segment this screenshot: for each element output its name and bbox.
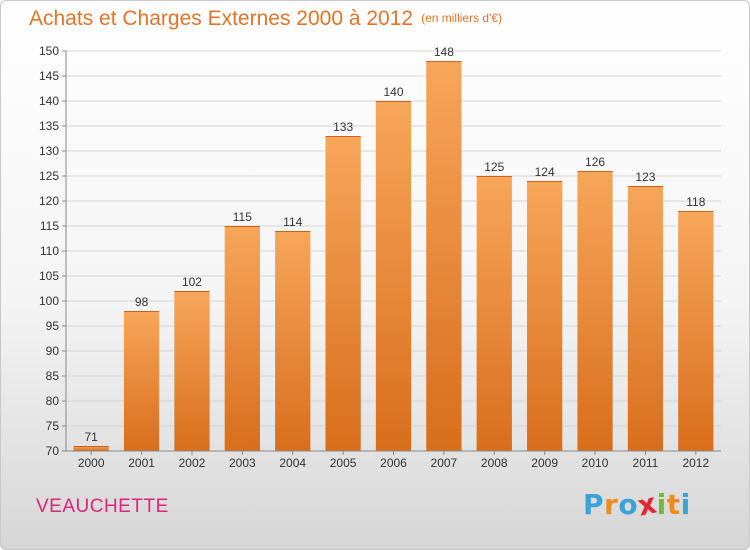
chart-title: Achats et Charges Externes 2000 à 2012 (e…	[29, 7, 502, 31]
bar-2000	[73, 446, 109, 451]
x-tick-label: 2010	[582, 456, 609, 470]
y-tick-label: 120	[39, 194, 59, 208]
x-tick-label: 2003	[229, 456, 256, 470]
data-label: 102	[182, 275, 202, 289]
axes: 70 75 80 85 90 95 100 105 110 115 120 125 130 135 140 1…	[39, 44, 721, 470]
bar-2010	[577, 171, 613, 451]
data-label: 124	[535, 165, 555, 179]
y-tick-label: 130	[39, 144, 59, 158]
bar-2007	[426, 61, 462, 451]
bar-2003	[224, 226, 260, 451]
y-tick-label: 125	[39, 169, 59, 183]
bar-2012	[678, 211, 714, 451]
logo-letter: i	[680, 488, 691, 521]
y-tick-label: 140	[39, 94, 59, 108]
bars: 71 98 102 115 114 133 140 148 125 124 126 123 118	[73, 45, 714, 451]
x-tick-label: 2005	[330, 456, 357, 470]
data-label: 123	[635, 170, 655, 184]
subject-name: VEAUCHETTE	[36, 496, 169, 517]
bar-2004	[275, 231, 311, 451]
x-tick-label: 2009	[531, 456, 558, 470]
bar-2009	[527, 181, 563, 451]
y-tick-label: 150	[39, 44, 59, 58]
x-tick-label: 2007	[431, 456, 458, 470]
logo-letter: t	[666, 488, 681, 521]
x-tick-label: 2000	[78, 456, 105, 470]
x-tick-label: 2008	[481, 456, 508, 470]
data-label: 140	[383, 85, 403, 99]
y-tick-label: 95	[46, 319, 60, 333]
y-tick-label: 100	[39, 294, 59, 308]
bar-2008	[476, 176, 512, 451]
x-tick-label: 2012	[682, 456, 709, 470]
bar-2011	[627, 186, 664, 451]
data-label: 114	[283, 215, 302, 229]
x-tick-label: 2001	[128, 456, 155, 470]
bar-2006	[375, 101, 412, 451]
y-tick-label: 135	[39, 119, 59, 133]
x-tick-label: 2011	[633, 456, 659, 470]
y-tick-label: 90	[46, 344, 60, 358]
y-tick-label: 70	[46, 444, 60, 458]
y-tick-label: 145	[39, 69, 59, 83]
data-label: 126	[585, 155, 605, 169]
chart-unit: (en milliers d'€)	[421, 11, 503, 25]
data-label: 148	[434, 45, 454, 59]
y-tick-label: 105	[39, 269, 59, 283]
data-label: 118	[686, 195, 705, 209]
bar-2002	[174, 291, 210, 451]
bar-2001	[123, 311, 160, 451]
chart-title-text: Achats et Charges Externes 2000 à 2012	[29, 7, 414, 30]
x-tick-label: 2004	[279, 456, 306, 470]
bar-2005	[325, 136, 361, 451]
logo-letter: o	[618, 488, 639, 521]
data-label: 115	[233, 210, 252, 224]
data-label: 98	[135, 295, 149, 309]
x-tick-label: 2006	[380, 456, 407, 470]
logo-letter: P	[583, 488, 605, 521]
logo-letter: i	[656, 488, 667, 521]
data-label: 133	[333, 120, 353, 134]
y-tick-label: 85	[46, 369, 60, 383]
y-tick-label: 115	[40, 219, 59, 233]
y-tick-label: 110	[40, 244, 59, 258]
proxiti-logo: Proxiti	[583, 486, 691, 522]
y-tick-label: 80	[46, 394, 60, 408]
data-label: 125	[484, 160, 504, 174]
x-tick-label: 2002	[179, 456, 206, 470]
data-label: 71	[85, 430, 99, 444]
logo-letter: r	[604, 488, 619, 521]
y-tick-label: 75	[46, 419, 60, 433]
